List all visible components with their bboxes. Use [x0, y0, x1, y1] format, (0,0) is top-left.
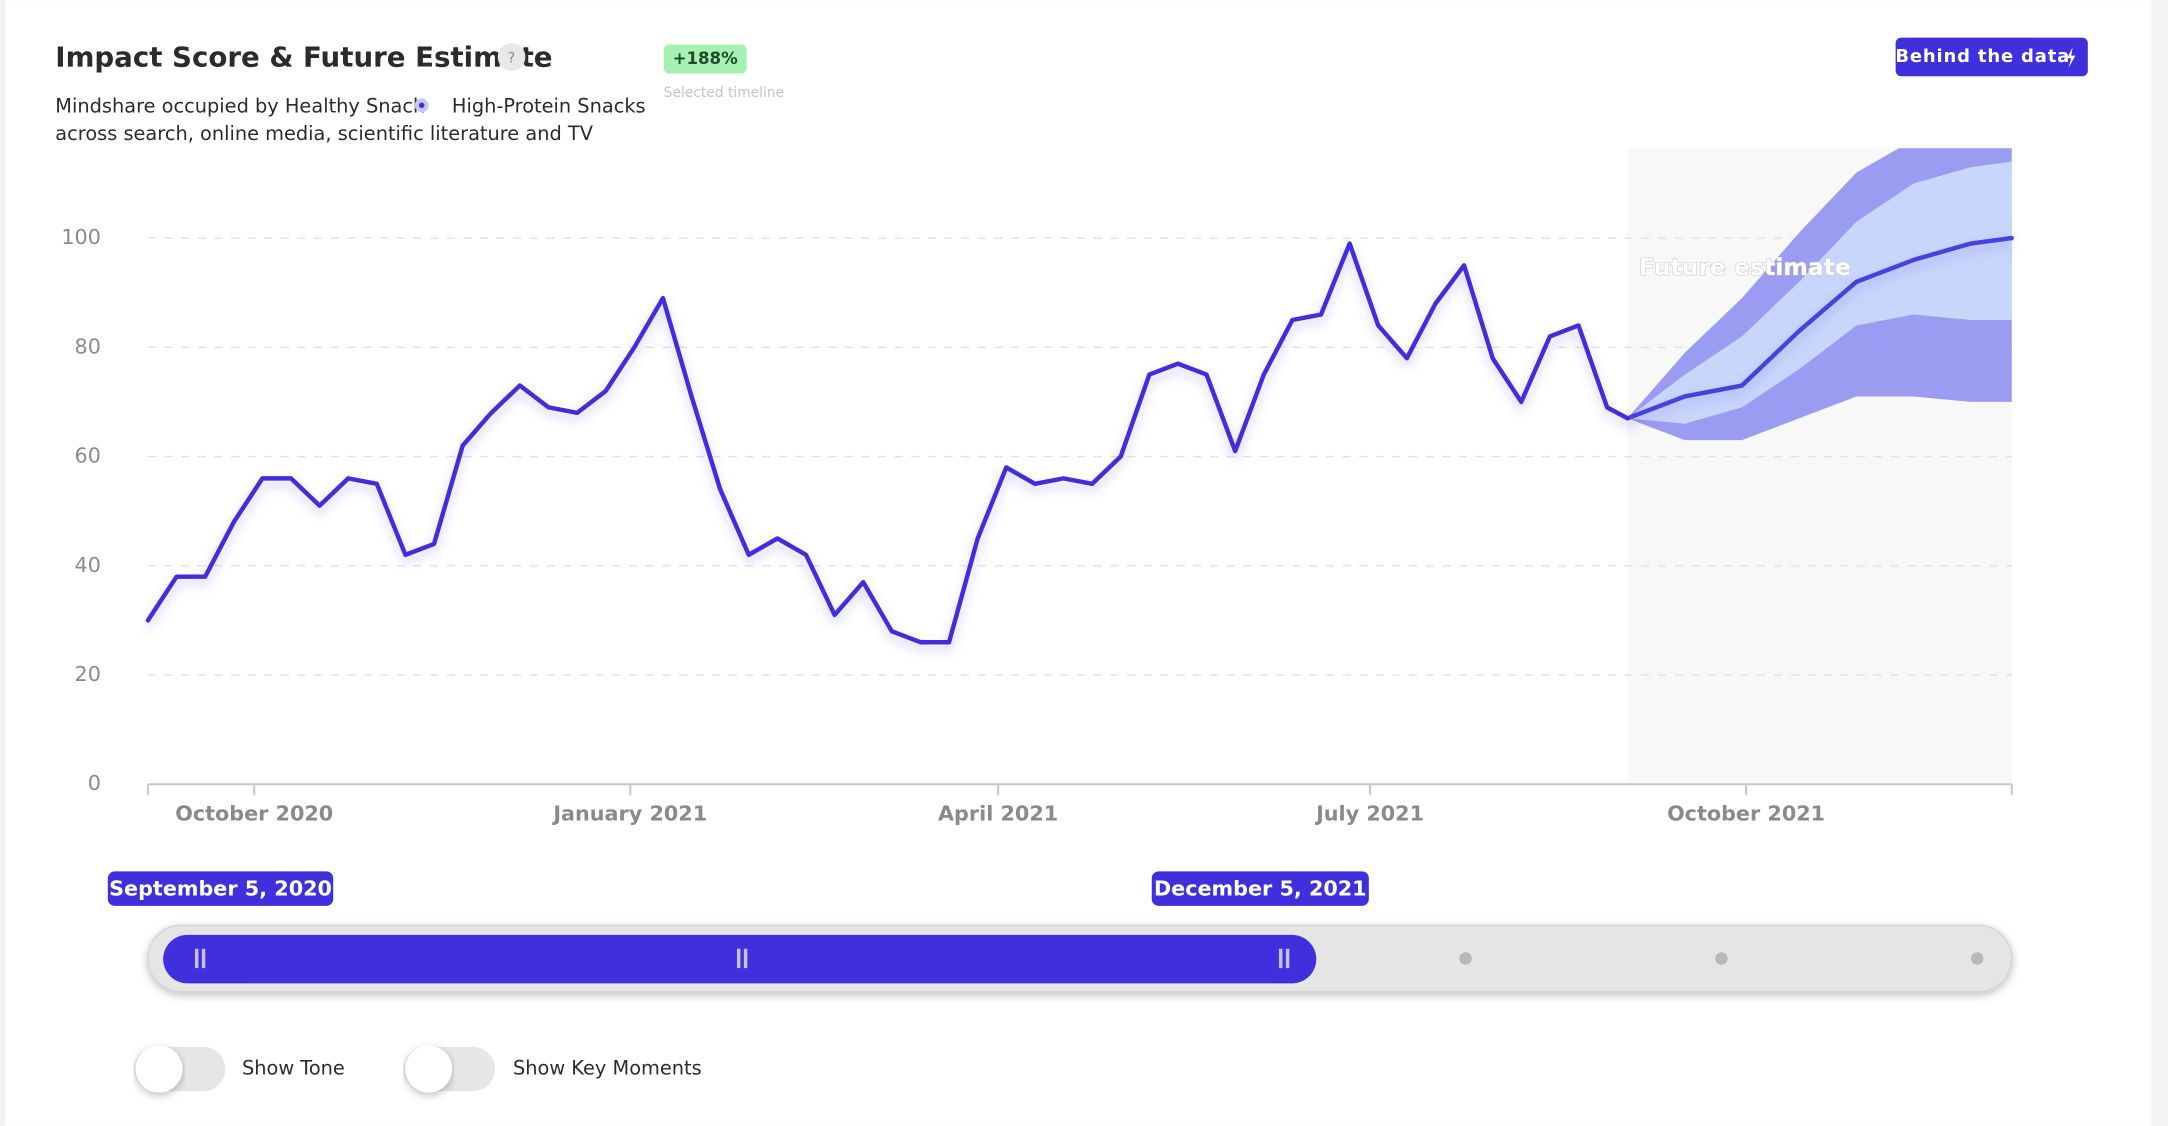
y-tick-label: 100 [61, 225, 101, 249]
topic-icon-dot [418, 102, 425, 109]
impact-line [145, 241, 1630, 645]
forecast-bands [1627, 148, 2012, 441]
behind-data-text[interactable]: Behind the data [1895, 46, 2070, 67]
badge-caption: Selected timeline [664, 85, 784, 101]
slider-handles[interactable] [194, 948, 1290, 969]
subtitle-line2: across search, online media, scientific … [55, 122, 593, 145]
x-tick-label: July 2021 [1314, 802, 1424, 826]
handle[interactable] [1278, 948, 1283, 969]
toggle-moments[interactable]: Show Key Moments [403, 1045, 702, 1093]
handle[interactable] [743, 948, 748, 969]
help-icon[interactable] [497, 43, 526, 71]
title: Impact Score & Future Estimate [55, 40, 552, 73]
forecast-line [1625, 235, 2014, 421]
toggle-knob[interactable] [135, 1045, 183, 1093]
subtitle-start: Mindshare occupied by Healthy Snack [55, 94, 425, 117]
x-tick-label: October 2021 [1667, 802, 1825, 826]
y-tick-label: 20 [75, 662, 101, 686]
handle[interactable] [194, 948, 199, 969]
start-pill[interactable] [107, 871, 334, 906]
behind-data-button[interactable] [1895, 37, 2088, 77]
x-tick-label: October 2020 [175, 802, 333, 826]
bolt-icon[interactable] [2067, 47, 2076, 69]
handle[interactable] [201, 948, 206, 969]
x-tick-label: April 2021 [938, 802, 1058, 826]
y-tick-label: 60 [75, 444, 101, 468]
help-text[interactable]: ? [508, 50, 515, 66]
inner-band [1627, 161, 2012, 424]
badge-text: +188% [673, 49, 738, 68]
y-tick-label: 0 [88, 771, 101, 795]
toggle-label[interactable]: Show Tone [242, 1057, 345, 1080]
handle[interactable] [736, 948, 741, 969]
toggle-knob[interactable] [405, 1045, 453, 1093]
start-date[interactable]: September 5, 2020 [109, 876, 332, 900]
slider-dot[interactable] [1715, 952, 1728, 965]
x-tick-label: January 2021 [551, 802, 707, 826]
badge [663, 44, 747, 74]
subtitle-topic: High-Protein Snacks [452, 94, 646, 117]
y-tick-label: 40 [75, 553, 101, 577]
toggle-label[interactable]: Show Key Moments [513, 1057, 702, 1080]
annotation: Future estimate [1639, 253, 1851, 281]
slider-dot[interactable] [1970, 952, 1984, 965]
slider[interactable]: September 5, 2020 December 5, 2021 [107, 871, 2013, 993]
y-tick-label: 80 [75, 334, 101, 358]
slider-dot[interactable] [1459, 952, 1472, 965]
end-pill[interactable] [1151, 871, 1369, 906]
plot: 0 20 40 60 80 100 October 2020 January 2021 Apri… [61, 148, 2014, 826]
toggle-tone[interactable]: Show Tone [134, 1045, 345, 1093]
subtitle: Mindshare occupied by Healthy Snack High-… [55, 94, 645, 117]
end-date[interactable]: December 5, 2021 [1154, 876, 1367, 900]
handle[interactable] [1285, 948, 1290, 969]
